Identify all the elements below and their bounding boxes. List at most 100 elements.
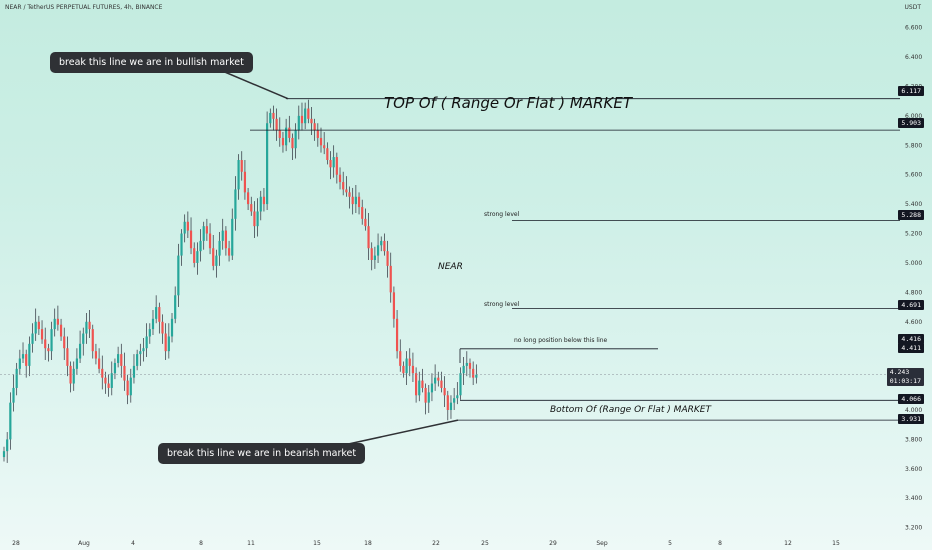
countdown-timer: 01:03:17 <box>889 377 921 385</box>
candle-body <box>120 354 123 366</box>
candle-body <box>354 196 357 205</box>
candle-body <box>376 245 380 256</box>
candle-body <box>475 374 478 378</box>
candle-body <box>434 377 437 384</box>
candle-body <box>142 348 145 352</box>
levels-group <box>0 69 900 449</box>
x-tick-label: Sep <box>596 540 608 547</box>
candle-body <box>113 362 117 374</box>
candle-body <box>218 240 221 256</box>
y-tick-label: 4.600 <box>905 319 922 326</box>
candle-body <box>196 251 199 263</box>
candle-body <box>183 221 186 234</box>
candle-body <box>345 189 348 193</box>
y-tick-label: 6.000 <box>905 113 922 120</box>
price-axis[interactable]: 6.6006.4006.2006.0005.8005.6005.4005.200… <box>905 25 922 532</box>
candle-body <box>12 387 15 403</box>
candle-body <box>465 362 468 366</box>
badge-current-price: 4.243 01:03:17 <box>886 368 924 386</box>
y-tick-label: 5.400 <box>905 201 922 208</box>
candle-body <box>50 329 53 352</box>
candle-body <box>25 354 28 366</box>
candle-body <box>415 373 418 396</box>
candle-body <box>98 358 101 369</box>
candle-body <box>297 115 300 131</box>
near-label: NEAR <box>438 262 463 272</box>
y-tick-label: 6.600 <box>905 25 922 32</box>
candle-body <box>129 377 132 396</box>
candle-body <box>373 255 376 260</box>
candle-body <box>411 365 415 374</box>
candle-body <box>221 230 224 241</box>
candle-body <box>348 192 351 197</box>
bottom-range-label: Bottom Of (Range Or Flat ) MARKET <box>550 405 711 415</box>
y-tick-label: 3.400 <box>905 495 922 502</box>
candle-body <box>468 362 472 369</box>
bull-callout: break this line we are in bullish market <box>50 52 253 73</box>
top-range-label: TOP Of ( Range Or Flat ) MARKET <box>384 94 632 112</box>
candle-body <box>453 398 456 403</box>
candle-body <box>253 211 256 227</box>
candle-body <box>446 395 449 410</box>
candle-body <box>158 307 161 322</box>
candle-body <box>47 348 50 352</box>
badge-3931: 3.931 <box>898 414 924 424</box>
candle-body <box>332 157 335 168</box>
candle-body <box>364 218 367 227</box>
candle-body <box>59 324 63 337</box>
candle-body <box>170 318 174 337</box>
candle-body <box>148 329 151 337</box>
candle-body <box>40 329 44 340</box>
candle-body <box>430 383 434 393</box>
x-tick-label: 12 <box>784 540 792 547</box>
candle-body <box>101 368 104 378</box>
candle-body <box>234 189 237 219</box>
candle-body <box>408 358 411 366</box>
y-tick-label: 3.200 <box>905 525 922 532</box>
candle-body <box>208 233 212 249</box>
candle-body <box>155 307 158 319</box>
candle-body <box>313 123 316 131</box>
candle-body <box>37 321 40 330</box>
time-axis[interactable]: 28 Aug 4 8 11 15 18 22 25 29 Sep 5 8 12 15 <box>12 540 840 547</box>
candle-body <box>227 248 231 256</box>
candle-body <box>199 240 202 252</box>
candle-body <box>136 354 139 366</box>
candle-body <box>367 226 370 249</box>
candle-body <box>338 174 342 183</box>
x-tick-label: 11 <box>247 540 255 547</box>
candle-body <box>285 127 288 146</box>
candle-body <box>326 148 329 160</box>
x-tick-label: 15 <box>832 540 840 547</box>
candle-body <box>323 145 326 149</box>
candle-body <box>335 157 338 175</box>
candle-body <box>94 351 98 359</box>
candle-body <box>69 365 72 384</box>
candle-body <box>126 380 129 396</box>
candle-body <box>437 377 440 381</box>
candle-body <box>186 221 189 231</box>
candle-body <box>151 318 155 330</box>
bear-callout: break this line we are in bearish market <box>158 443 366 464</box>
candle-body <box>259 196 262 212</box>
candle-body <box>304 108 307 124</box>
candle-body <box>370 248 373 260</box>
candle-body <box>392 292 396 319</box>
y-tick-label: 5.600 <box>905 172 922 179</box>
current-price-value: 4.243 <box>889 368 910 376</box>
x-tick-label: 8 <box>199 540 203 547</box>
candle-body <box>246 192 250 205</box>
candle-body <box>405 358 408 374</box>
candle-body <box>383 240 386 252</box>
candle-body <box>2 451 6 458</box>
y-tick-label: 5.800 <box>905 142 922 149</box>
y-tick-label: 3.800 <box>905 436 922 443</box>
no-long-label: no long position below this line <box>514 337 608 344</box>
candle-body <box>139 351 142 355</box>
candle-body <box>21 354 25 359</box>
candle-body <box>278 130 281 138</box>
chart-title: NEAR / TetherUS PERPETUAL FUTURES, 4h, B… <box>5 4 163 11</box>
candle-body <box>421 380 424 388</box>
candle-body <box>167 336 170 352</box>
